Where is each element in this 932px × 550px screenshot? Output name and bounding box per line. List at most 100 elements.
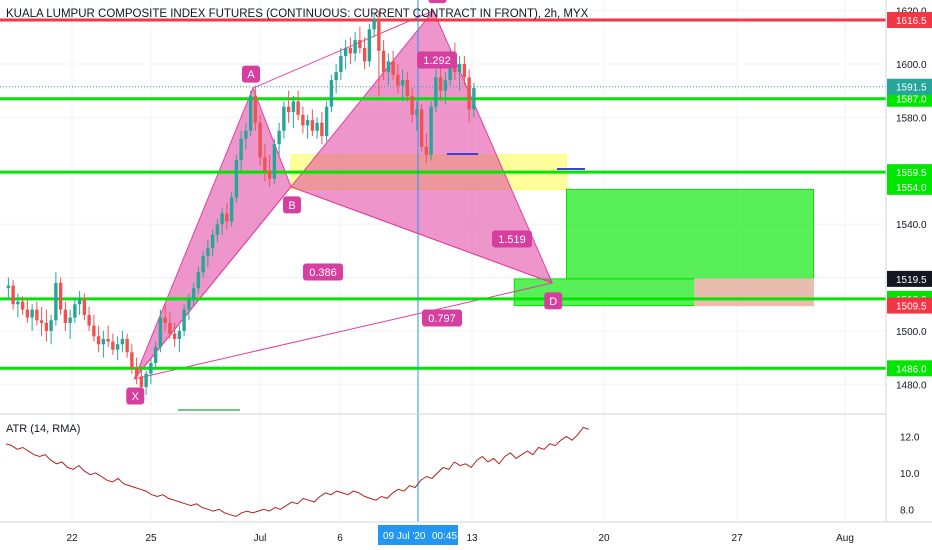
price-label-tag-text: 1591.5 xyxy=(896,83,927,94)
price-tick-label: 1500.0 xyxy=(896,327,927,338)
ratio-label-bg xyxy=(492,230,532,248)
candle-body xyxy=(54,282,58,321)
candle-body xyxy=(206,248,210,257)
chart-title: KUALA LUMPUR COMPOSITE INDEX FUTURES (CO… xyxy=(6,8,589,20)
level-price-tag-bg xyxy=(887,90,932,107)
level-price-tag: 1616.5 xyxy=(887,12,932,29)
price-label-tag-bg xyxy=(887,78,932,95)
time-tick-label: 25 xyxy=(145,533,157,544)
price-tick-label: 1480.0 xyxy=(896,380,927,391)
candle-body xyxy=(96,336,101,345)
target-green xyxy=(566,188,814,280)
ratio-label-text: 0.797 xyxy=(428,313,456,325)
point-label-d-bg xyxy=(544,292,563,310)
candle-body xyxy=(111,341,115,350)
level-price-tag-text: 1616.5 xyxy=(896,16,927,27)
candle-body xyxy=(329,80,334,107)
candle-body xyxy=(305,120,310,126)
candle-body xyxy=(68,317,72,323)
candle-body xyxy=(163,317,167,323)
price-tick-label: 1600.0 xyxy=(896,60,927,71)
ratio-label-bg xyxy=(303,263,343,281)
point-label-x-text: X xyxy=(132,391,140,403)
candle-body xyxy=(225,213,229,222)
candle-body xyxy=(234,160,239,198)
candle-body xyxy=(35,309,39,321)
candle-body xyxy=(296,101,300,115)
point-label-a-text: A xyxy=(247,69,255,81)
point-label-x: X xyxy=(126,387,145,405)
point-label-b-text: B xyxy=(288,200,295,212)
candle-body xyxy=(248,96,253,131)
point-label-x-bg xyxy=(126,387,145,405)
time-tick-label: Aug xyxy=(836,533,854,544)
time-tick-label: 13 xyxy=(466,533,478,544)
candle-body xyxy=(267,170,272,179)
crosshair-date-text: 09 Jul '20 xyxy=(383,531,426,542)
point-label-d: D xyxy=(544,292,563,310)
candle-body xyxy=(472,88,476,110)
time-tick-label: 22 xyxy=(66,533,78,544)
candle-body xyxy=(168,322,172,334)
pattern-line-bd xyxy=(290,186,553,284)
candle-body xyxy=(30,309,34,318)
ratio-label-text: 1.292 xyxy=(423,55,451,67)
candle-body xyxy=(16,301,20,305)
crosshair-time-text: 00:45 xyxy=(432,531,457,542)
level-price-tag-text: 1587.0 xyxy=(896,95,927,106)
candle-body xyxy=(339,56,343,73)
candle-body xyxy=(353,40,357,54)
candle-body xyxy=(348,48,353,54)
candle-body xyxy=(405,80,410,97)
candle-body xyxy=(310,120,315,131)
candle-body xyxy=(87,314,91,326)
candle-body xyxy=(396,74,400,86)
candle-body xyxy=(429,106,433,155)
candle-body xyxy=(39,320,44,323)
price-label-tag: 1591.5 xyxy=(887,78,932,95)
candle-body xyxy=(125,338,129,353)
candle-body xyxy=(277,130,281,145)
price-label-tag-text: 1519.5 xyxy=(896,275,927,286)
candle-body xyxy=(372,18,376,30)
price-tick-label: 1540.0 xyxy=(896,220,927,231)
price-label-tag-bg xyxy=(887,178,932,195)
candle-body xyxy=(419,109,424,147)
stop-box xyxy=(694,278,814,307)
candle-body xyxy=(120,338,125,345)
price-label-tag-bg xyxy=(887,297,932,314)
candle-body xyxy=(153,346,158,363)
candle-body xyxy=(210,234,215,249)
ratio-label-bg xyxy=(422,309,462,327)
candle-body xyxy=(400,80,405,86)
candle-body xyxy=(220,213,224,225)
candle-body xyxy=(229,197,234,222)
candle-body xyxy=(20,301,25,310)
level-price-tag-text: 1486.0 xyxy=(896,364,927,375)
candle-body xyxy=(172,333,177,339)
level-price-tag-bg xyxy=(887,164,932,181)
candle-body xyxy=(177,330,182,339)
level-price-tag: 1587.0 xyxy=(887,90,932,107)
atr-indicator-label: ATR (14, RMA) xyxy=(6,423,81,435)
candle-body xyxy=(410,96,414,115)
candle-body xyxy=(424,146,429,155)
candle-body xyxy=(301,114,305,126)
level-price-tag-bg xyxy=(887,12,932,29)
candle-body xyxy=(253,96,258,123)
candle-body xyxy=(58,282,63,310)
candle-body xyxy=(334,72,338,81)
candle-body xyxy=(25,309,30,318)
level-price-tag-text: 1559.5 xyxy=(896,168,927,179)
point-label-c-bg xyxy=(428,0,447,4)
candle-body xyxy=(320,122,324,137)
price-label-tag: 1509.5 xyxy=(887,297,932,314)
level-price-tag-bg xyxy=(887,360,932,377)
candle-body xyxy=(358,40,362,49)
candle-body xyxy=(315,122,319,131)
candle-body xyxy=(44,322,49,331)
time-tick-label: 20 xyxy=(598,533,610,544)
candle-body xyxy=(291,101,296,113)
